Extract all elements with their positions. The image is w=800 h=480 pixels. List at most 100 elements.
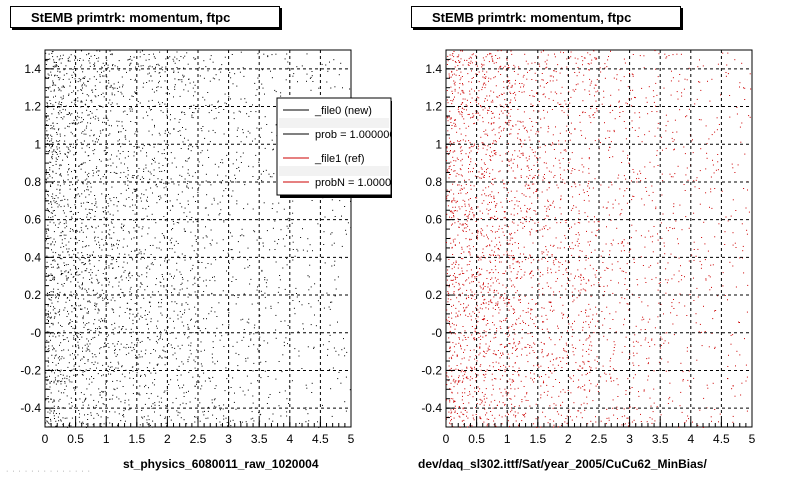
scatter-point [46,339,48,341]
scatter-point [178,365,180,367]
scatter-point [93,172,95,174]
scatter-point [61,272,62,274]
scatter-point [215,259,217,261]
scatter-point [695,322,697,324]
scatter-point [472,167,474,169]
scatter-point [145,349,147,351]
scatter-point [93,364,95,365]
scatter-point [117,150,119,152]
scatter-point [120,401,122,403]
scatter-point [131,176,133,178]
scatter-point [184,55,186,57]
scatter-point [669,382,671,384]
scatter-point [49,100,51,101]
scatter-point [157,320,159,322]
scatter-point [49,412,51,414]
scatter-point [277,302,279,304]
scatter-point [286,234,288,236]
scatter-point [287,217,289,219]
scatter-point [60,274,62,276]
scatter-point [459,287,461,289]
scatter-point [62,251,64,253]
scatter-point [86,347,88,349]
scatter-point [612,368,614,370]
scatter-point [471,297,473,299]
scatter-point [510,109,512,110]
scatter-point [56,293,58,295]
scatter-point [72,184,74,186]
scatter-point [50,312,51,314]
scatter-point [494,333,496,335]
scatter-point [458,111,460,112]
scatter-point [551,353,553,355]
scatter-point [518,128,520,130]
scatter-point [525,221,527,223]
scatter-point [171,347,173,349]
scatter-point [88,53,90,55]
scatter-point [499,378,501,380]
scatter-point [451,54,453,56]
scatter-point [727,73,729,75]
scatter-point [187,361,189,363]
scatter-point [653,388,655,390]
scatter-point [160,197,162,199]
scatter-point [81,101,83,103]
scatter-point [76,334,78,336]
scatter-point [580,273,582,275]
scatter-point [183,384,185,386]
scatter-point [131,238,132,240]
scatter-point [146,393,148,394]
y-tick-label: 0.4 [24,250,41,264]
scatter-point [508,122,510,124]
scatter-point [513,222,515,224]
scatter-point [128,275,130,277]
scatter-point [171,292,172,294]
scatter-point [305,421,307,423]
scatter-point [258,161,260,163]
scatter-point [152,403,154,405]
scatter-point [86,378,87,380]
scatter-point [91,381,93,383]
scatter-point [598,282,600,284]
scatter-point [482,70,484,72]
scatter-point [85,397,87,399]
scatter-point [98,255,99,257]
scatter-point [96,367,97,369]
scatter-point [54,202,56,204]
scatter-point [520,269,522,270]
scatter-point [476,65,478,67]
scatter-point [77,187,78,189]
x-tick-label: 2 [164,432,171,446]
scatter-point [198,286,200,287]
scatter-point [251,411,253,413]
scatter-point [119,349,121,351]
scatter-point [499,320,501,322]
scatter-point [603,295,604,297]
scatter-point [177,345,179,347]
scatter-point [90,294,92,296]
scatter-point [576,416,578,418]
scatter-point [297,81,298,83]
scatter-point [613,350,615,352]
scatter-point [112,297,114,299]
scatter-point [94,204,96,206]
scatter-point [469,356,471,358]
scatter-point [473,246,474,248]
scatter-point [207,70,209,72]
scatter-point [480,256,482,258]
scatter-point [110,263,112,265]
scatter-point [457,92,459,94]
scatter-point [49,221,51,223]
scatter-point [655,208,657,210]
scatter-point [554,344,556,346]
scatter-point [553,359,554,361]
scatter-point [498,68,500,70]
scatter-point [511,352,513,354]
scatter-point [93,65,95,67]
scatter-point [679,204,681,206]
scatter-point [262,242,264,244]
scatter-point [84,103,86,105]
scatter-point [541,349,543,350]
scatter-point [59,165,61,167]
scatter-point [229,262,230,264]
